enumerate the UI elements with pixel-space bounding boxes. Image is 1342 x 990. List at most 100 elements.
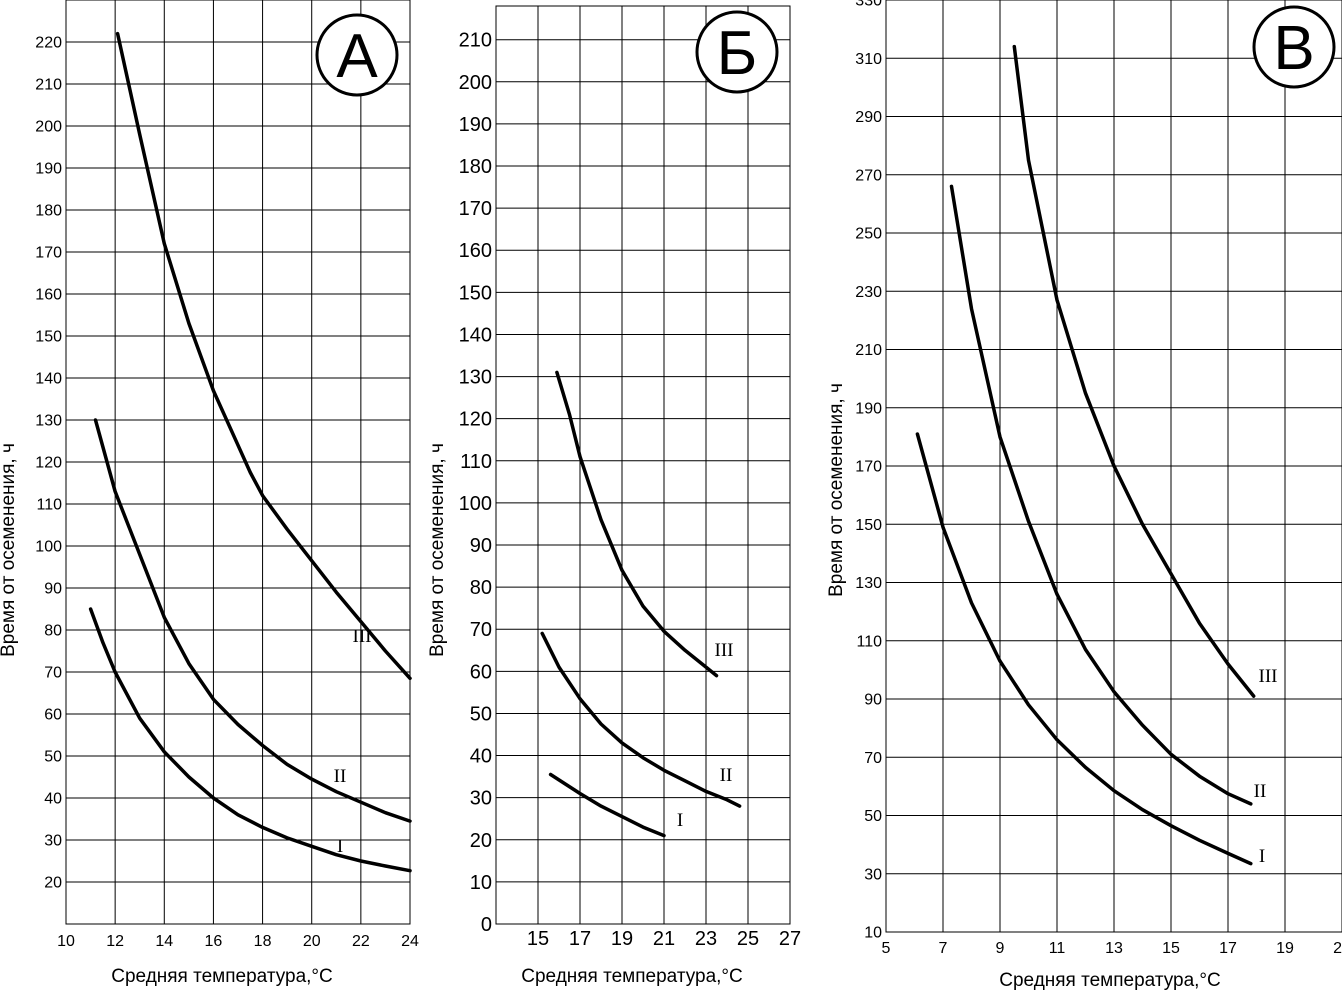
series-line-iii <box>115 31 412 681</box>
y-tick-label: 60 <box>470 661 492 683</box>
series-label: III <box>715 640 734 661</box>
y-tick-label: 40 <box>470 746 492 768</box>
series-label: II <box>720 765 733 786</box>
x-tick-label: 27 <box>779 928 801 950</box>
y-tick-label: 20 <box>470 830 492 852</box>
y-tick-label: 130 <box>855 575 882 592</box>
y-tick-label: 270 <box>855 167 882 184</box>
panel-v: 10 30 50 70 90 110 130 150 170 190 210 230 250 270 290… <box>826 0 1342 990</box>
y-tick-label: 230 <box>855 284 882 301</box>
series-line-i <box>915 432 1253 866</box>
plot-frame <box>885 0 1342 933</box>
panel-a: 20 30 40 50 60 70 80 90 100 110 120 130 140 150 160 170… <box>0 0 419 987</box>
y-tick-label: 200 <box>459 72 492 94</box>
panel-label: А <box>336 22 378 91</box>
y-tick-label: 80 <box>470 577 492 599</box>
y-tick-label: 10 <box>470 872 492 894</box>
y-tick-label: 110 <box>36 497 62 514</box>
y-tick-label: 130 <box>459 367 492 389</box>
y-tick-label: 20 <box>44 875 62 892</box>
y-tick-label: 90 <box>44 581 62 598</box>
series-line-i <box>548 772 666 838</box>
y-tick-label: 190 <box>35 161 62 178</box>
y-tick-label: 80 <box>44 623 62 640</box>
panel-badge <box>695 10 779 94</box>
x-axis-label: Средняя температура,°C <box>999 970 1221 990</box>
y-tick-label: 140 <box>35 371 62 388</box>
y-tick-label: 170 <box>35 245 62 262</box>
x-axis-label: Средняя температура,°C <box>521 966 743 987</box>
x-tick-label: 17 <box>1219 940 1237 957</box>
y-axis-label: Время от осеменения, ч <box>0 443 19 657</box>
y-tick-label: 90 <box>864 692 882 709</box>
grid <box>65 0 411 924</box>
series-line-iii <box>1012 44 1256 698</box>
x-tick-label: 19 <box>1276 940 1294 957</box>
y-tick-label: 180 <box>35 203 62 220</box>
x-tick-label: 25 <box>737 928 759 950</box>
x-tick-label: 22 <box>352 933 370 950</box>
x-tick-label: 23 <box>695 928 717 950</box>
y-tick-label: 210 <box>855 342 882 359</box>
series-line-i <box>88 607 412 873</box>
y-tick-label: 100 <box>459 493 492 515</box>
y-tick-label: 160 <box>35 287 62 304</box>
series-label: I <box>1259 846 1265 867</box>
y-tick-label: 120 <box>35 455 62 472</box>
plot-frame <box>65 0 411 925</box>
y-tick-label: 190 <box>459 114 492 136</box>
x-tick-label: 14 <box>155 933 173 950</box>
x-tick-label: 9 <box>996 940 1005 957</box>
y-tick-label: 210 <box>459 30 492 52</box>
x-tick-label: 16 <box>205 933 223 950</box>
y-tick-label: 120 <box>459 409 492 431</box>
grid <box>495 6 791 925</box>
panel-label: В <box>1273 14 1314 83</box>
y-tick-label: 290 <box>855 109 882 126</box>
y-axis-label: Время от осеменения, ч <box>826 383 847 597</box>
y-tick-label: 70 <box>864 750 882 767</box>
y-tick-label: 170 <box>855 459 882 476</box>
x-tick-label: 21 <box>1333 940 1342 957</box>
series-line-ii <box>949 184 1253 806</box>
y-tick-label: 210 <box>35 77 62 94</box>
y-tick-label: 90 <box>470 535 492 557</box>
plot-frame <box>495 5 791 925</box>
x-tick-label: 15 <box>527 928 549 950</box>
y-tick-label: 330 <box>855 0 882 10</box>
y-axis-label: Время от осеменения, ч <box>427 443 448 657</box>
x-tick-label: 24 <box>401 933 419 950</box>
y-tick-label: 150 <box>35 329 62 346</box>
series-label: III <box>353 626 372 647</box>
y-tick-label: 310 <box>855 51 882 68</box>
y-tick-label: 70 <box>470 619 492 641</box>
y-tick-label: 10 <box>864 925 882 942</box>
x-tick-label: 7 <box>939 940 948 957</box>
panel-badge <box>315 13 399 97</box>
y-tick-label: 150 <box>855 517 882 534</box>
y-tick-label: 50 <box>44 749 62 766</box>
panel-badge <box>1252 5 1336 89</box>
panel-b: 0 10 20 30 40 50 60 70 80 90 100 110 120 130 140 150 160… <box>427 5 801 987</box>
y-tick-label: 30 <box>44 833 62 850</box>
y-tick-label: 50 <box>864 808 882 825</box>
x-tick-label: 19 <box>611 928 633 950</box>
series-line-ii <box>540 631 742 808</box>
y-tick-label: 150 <box>459 282 492 304</box>
y-tick-label: 180 <box>459 156 492 178</box>
y-tick-label: 70 <box>44 665 62 682</box>
x-tick-label: 13 <box>1105 940 1123 957</box>
y-tick-label: 160 <box>459 240 492 262</box>
x-tick-label: 5 <box>882 940 891 957</box>
y-tick-label: 110 <box>460 451 492 473</box>
y-tick-label: 170 <box>459 198 492 220</box>
x-tick-label: 12 <box>106 933 124 950</box>
x-axis-label: Средняя температура,°C <box>111 966 333 987</box>
y-tick-label: 220 <box>35 35 62 52</box>
x-tick-label: 17 <box>569 928 591 950</box>
y-tick-label: 30 <box>864 866 882 883</box>
series-label: I <box>677 810 683 831</box>
y-tick-label: 60 <box>44 707 62 724</box>
y-tick-label: 40 <box>44 791 62 808</box>
